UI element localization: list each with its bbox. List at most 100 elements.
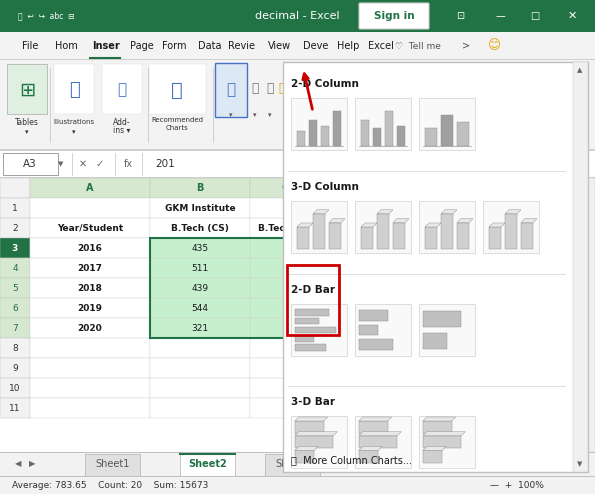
Bar [150,298,250,318]
Bar [370,278,420,298]
Bar [0,258,30,278]
Text: 3: 3 [282,303,288,313]
Bar [295,344,326,351]
Text: 7: 7 [12,324,18,332]
Bar [150,178,250,198]
Text: Year/Student: Year/Student [57,223,123,233]
Text: D: D [341,183,349,193]
Bar [30,198,150,218]
Bar [470,338,520,358]
Bar [30,238,150,258]
Bar [0,358,30,378]
Bar [287,265,339,335]
Bar [30,338,150,358]
Text: ▲: ▲ [583,183,588,189]
Text: B.Tech (CS): B.Tech (CS) [171,223,229,233]
Bar [320,298,370,318]
Text: ✕: ✕ [567,11,577,21]
Bar [441,214,453,249]
Bar [250,358,320,378]
Text: —: — [495,11,505,21]
Text: Average: 783.65    Count: 20    Sum: 15673: Average: 783.65 Count: 20 Sum: 15673 [12,481,208,490]
Bar [30,258,150,278]
Text: 9: 9 [12,364,18,372]
Text: 2-D Column: 2-D Column [291,79,359,89]
Text: fx: fx [123,159,133,169]
Bar [320,338,370,358]
Bar [295,451,314,463]
Text: 3: 3 [282,244,288,252]
Bar [470,198,520,218]
Text: 📊: 📊 [227,82,236,97]
Text: Tables: Tables [15,118,39,126]
Text: 2020: 2020 [77,324,102,332]
FancyBboxPatch shape [54,64,94,114]
Text: G: G [491,183,499,193]
Bar [291,416,347,468]
Bar [441,115,453,146]
Text: Sheet2: Sheet2 [188,459,227,469]
Text: ✓: ✓ [96,159,104,169]
Bar [420,198,470,218]
Text: B: B [196,183,203,193]
Bar [420,238,470,258]
Bar [470,298,520,318]
Polygon shape [393,219,409,223]
Bar [150,238,320,338]
Text: 6: 6 [12,303,18,313]
Bar [423,333,447,349]
Text: 2-D Bar: 2-D Bar [291,285,335,295]
Bar [3,153,58,175]
Bar [150,258,250,278]
Bar [361,120,369,146]
Bar [295,436,333,449]
Text: ▲: ▲ [577,67,583,73]
Text: 11: 11 [10,404,21,412]
Text: 2: 2 [282,324,288,332]
Text: Recommended: Recommended [151,117,203,123]
Bar [359,436,397,449]
Text: 5: 5 [12,284,18,292]
Polygon shape [295,432,337,436]
Text: E: E [392,183,398,193]
Text: ▶: ▶ [29,459,35,468]
Bar [320,358,370,378]
Bar [370,218,420,238]
Bar [470,358,520,378]
Polygon shape [359,447,382,451]
Polygon shape [329,219,345,223]
Text: ▾: ▾ [229,112,233,118]
Text: ▼: ▼ [583,441,588,447]
Bar [419,201,475,253]
Bar [420,378,470,398]
Bar [291,304,347,356]
Bar [470,378,520,398]
Polygon shape [521,219,537,223]
Bar [150,198,250,218]
Bar [470,278,520,298]
Bar [521,223,533,249]
FancyBboxPatch shape [359,3,429,29]
Polygon shape [313,210,329,214]
Text: ⊡: ⊡ [456,11,464,21]
Bar [0,178,595,198]
Bar [0,32,595,60]
Bar [359,451,378,463]
Text: 2: 2 [12,223,18,233]
Bar [320,178,370,198]
Bar [458,122,469,146]
Bar [0,452,595,453]
Bar [250,278,320,298]
Text: 8: 8 [12,343,18,353]
Bar [420,218,470,238]
Bar [295,335,314,342]
Text: ❓: ❓ [171,81,183,99]
Polygon shape [359,432,402,436]
Text: ins ▾: ins ▾ [113,125,131,134]
Text: Page: Page [130,41,154,51]
Bar [370,358,420,378]
Text: F: F [442,183,448,193]
Bar [370,398,420,418]
Bar [250,218,320,238]
Bar [0,60,595,150]
